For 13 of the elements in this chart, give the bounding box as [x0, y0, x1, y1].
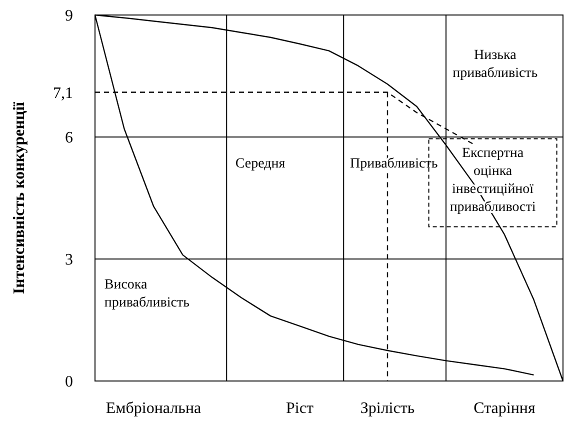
- x-tick-label: Ембріональна: [106, 400, 202, 417]
- annotation: Середня: [235, 156, 286, 172]
- y-axis-title: Інтенсивність конкуренції: [11, 101, 28, 294]
- annotation: Висока привабливість: [104, 278, 190, 311]
- annotation: Низька привабливість: [452, 48, 538, 81]
- y-tick-label: 0: [65, 374, 73, 391]
- y-tick-label: 9: [65, 8, 73, 25]
- x-tick-label: Зрілість: [360, 400, 415, 417]
- x-tick-label: Ріст: [286, 400, 314, 417]
- y-tick-label: 7,1: [53, 84, 73, 102]
- y-tick-label: 3: [65, 252, 73, 269]
- x-tick-label: Старіння: [474, 400, 536, 417]
- y-tick-label: 6: [65, 130, 73, 147]
